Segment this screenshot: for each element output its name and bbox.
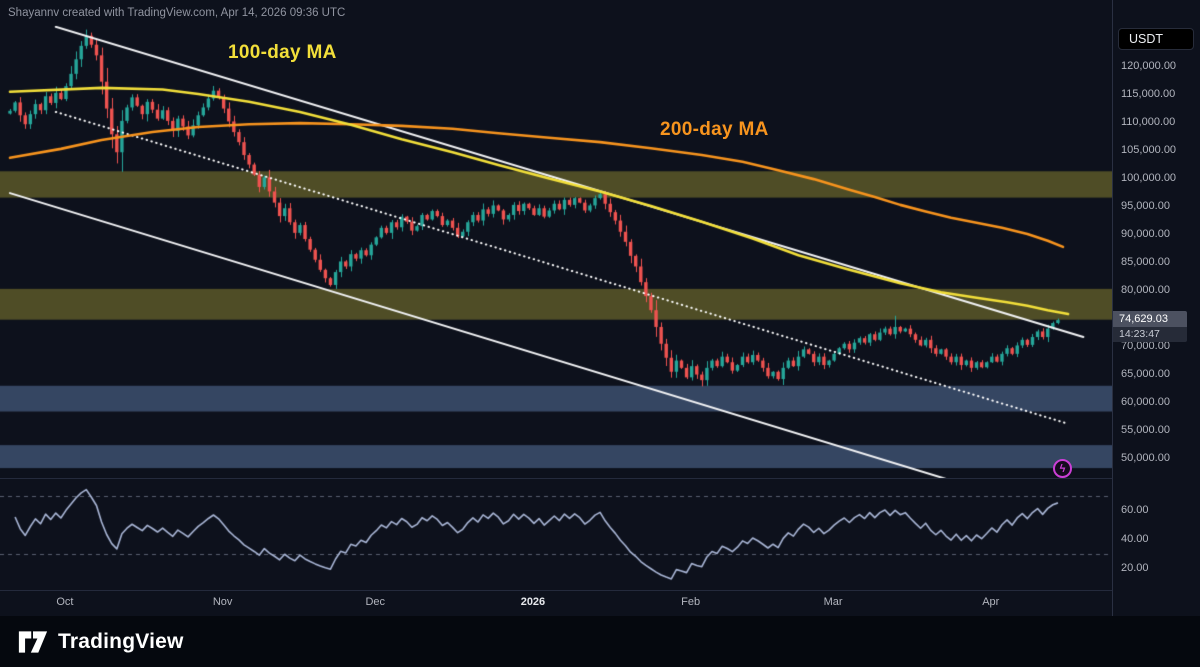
price-axis[interactable]: USDT 120,000.00 115,000.00 110,000.00 105,0… (1112, 0, 1200, 616)
rsi-tick-label: 40.00 (1121, 533, 1149, 545)
time-axis-label: Dec (365, 596, 386, 608)
pane-divider[interactable] (0, 478, 1200, 479)
ma200-label: 200-day MA (660, 119, 769, 140)
rsi-tick-label: 60.00 (1121, 504, 1149, 516)
rsi-tick-label: 20.00 (1121, 562, 1149, 574)
price-tick-label: 65,000.00 (1121, 368, 1170, 380)
time-axis-label: 2026 (520, 596, 546, 608)
price-tick-label: 50,000.00 (1121, 452, 1170, 464)
tradingview-logo-text[interactable]: TradingView (58, 629, 184, 653)
tradingview-logo-icon[interactable] (18, 629, 48, 655)
lightning-marker-icon[interactable]: ϟ (1053, 459, 1072, 478)
last-price-badge: 74,629.03 14:23:47 (1113, 311, 1187, 343)
last-price-value: 74,629.03 (1113, 311, 1187, 328)
attribution-text: Shayannv created with TradingView.com, A… (8, 7, 346, 19)
chart-plot-area[interactable] (0, 0, 1112, 616)
price-tick-label: 55,000.00 (1121, 424, 1170, 436)
time-axis[interactable]: Oct Nov Dec 2026 Feb Mar Apr (0, 590, 1112, 616)
price-tick-label: 120,000.00 (1121, 60, 1177, 72)
price-tick-label: 90,000.00 (1121, 228, 1170, 240)
price-tick-label: 110,000.00 (1121, 116, 1176, 128)
logo-bar: TradingView (0, 616, 1200, 667)
time-axis-label: Nov (212, 596, 233, 608)
price-tick-label: 60,000.00 (1121, 396, 1170, 408)
time-axis-label: Feb (681, 596, 701, 608)
time-axis-label: Mar (823, 596, 843, 608)
time-axis-label: Oct (56, 596, 74, 608)
time-axis-label: Apr (982, 596, 1000, 608)
price-tick-label: 80,000.00 (1121, 284, 1170, 296)
price-tick-label: 105,000.00 (1121, 144, 1177, 156)
time-axis-divider (0, 590, 1200, 591)
ma100-label: 100-day MA (228, 42, 337, 63)
currency-toggle-usdt[interactable]: USDT (1118, 28, 1194, 50)
price-tick-label: 115,000.00 (1121, 88, 1176, 100)
bar-countdown: 14:23:47 (1113, 327, 1187, 343)
price-tick-label: 85,000.00 (1121, 256, 1170, 268)
lightning-glyph: ϟ (1059, 462, 1066, 475)
price-tick-label: 95,000.00 (1121, 200, 1170, 212)
price-tick-label: 100,000.00 (1121, 172, 1177, 184)
price-tick-label: 70,000.00 (1121, 340, 1170, 352)
